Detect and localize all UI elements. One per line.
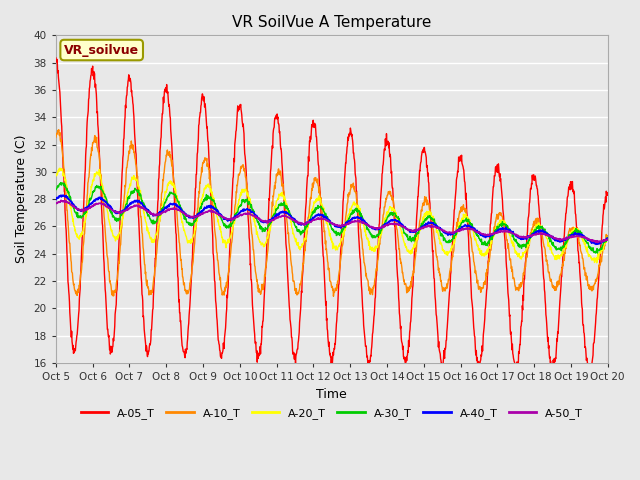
A-50_T [118, 209, 125, 215]
A-50_T [367, 224, 374, 230]
A-10_T [95, 150, 103, 156]
A-20_T [52, 173, 60, 179]
A-30_T [308, 212, 316, 218]
A-20_T [118, 223, 125, 229]
A-50_T [57, 197, 65, 203]
A-20_T [308, 209, 316, 215]
A-20_T [367, 244, 374, 250]
A-40_T [308, 217, 316, 223]
A-50_T [604, 237, 612, 242]
A-05_T [584, 373, 592, 379]
A-10_T [298, 274, 306, 279]
Line: A-10_T: A-10_T [56, 130, 608, 296]
Line: A-50_T: A-50_T [56, 200, 608, 242]
A-30_T [367, 231, 374, 237]
A-30_T [594, 250, 602, 256]
A-40_T [287, 212, 294, 218]
A-50_T [52, 201, 60, 206]
Line: A-20_T: A-20_T [56, 168, 608, 263]
A-40_T [52, 195, 60, 201]
A-50_T [298, 220, 306, 226]
A-20_T [604, 235, 612, 241]
A-50_T [594, 240, 602, 245]
A-05_T [366, 359, 374, 365]
A-50_T [308, 218, 316, 224]
A-30_T [52, 186, 60, 192]
A-10_T [118, 227, 125, 232]
Legend: A-05_T, A-10_T, A-20_T, A-30_T, A-40_T, A-50_T: A-05_T, A-10_T, A-20_T, A-30_T, A-40_T, … [76, 403, 588, 423]
A-20_T [298, 244, 306, 250]
A-40_T [367, 224, 374, 229]
A-05_T [307, 128, 315, 134]
A-40_T [592, 241, 600, 247]
A-50_T [287, 216, 294, 221]
A-30_T [604, 235, 612, 240]
A-10_T [308, 186, 316, 192]
A-10_T [55, 127, 63, 132]
A-40_T [118, 210, 125, 216]
A-30_T [298, 229, 306, 235]
Y-axis label: Soil Temperature (C): Soil Temperature (C) [15, 135, 28, 264]
Title: VR SoilVue A Temperature: VR SoilVue A Temperature [232, 15, 431, 30]
A-20_T [287, 216, 294, 221]
A-30_T [95, 185, 103, 191]
A-10_T [367, 286, 374, 292]
A-20_T [56, 166, 63, 171]
A-05_T [117, 196, 125, 202]
Text: VR_soilvue: VR_soilvue [64, 44, 140, 57]
A-30_T [118, 212, 125, 218]
A-40_T [60, 192, 67, 198]
A-10_T [287, 250, 294, 256]
Line: A-05_T: A-05_T [56, 58, 608, 376]
Line: A-30_T: A-30_T [56, 182, 608, 253]
A-40_T [298, 220, 306, 226]
A-05_T [95, 132, 102, 138]
A-05_T [604, 190, 612, 195]
A-05_T [298, 288, 305, 294]
A-05_T [52, 55, 60, 60]
A-10_T [330, 293, 337, 299]
X-axis label: Time: Time [316, 388, 347, 401]
A-10_T [52, 134, 60, 140]
A-30_T [57, 180, 65, 185]
A-20_T [593, 260, 600, 266]
A-10_T [604, 233, 612, 239]
A-50_T [95, 201, 103, 206]
A-40_T [95, 194, 103, 200]
A-30_T [287, 212, 294, 218]
A-40_T [604, 236, 612, 241]
A-05_T [286, 316, 294, 322]
A-20_T [95, 171, 103, 177]
Line: A-40_T: A-40_T [56, 195, 608, 244]
